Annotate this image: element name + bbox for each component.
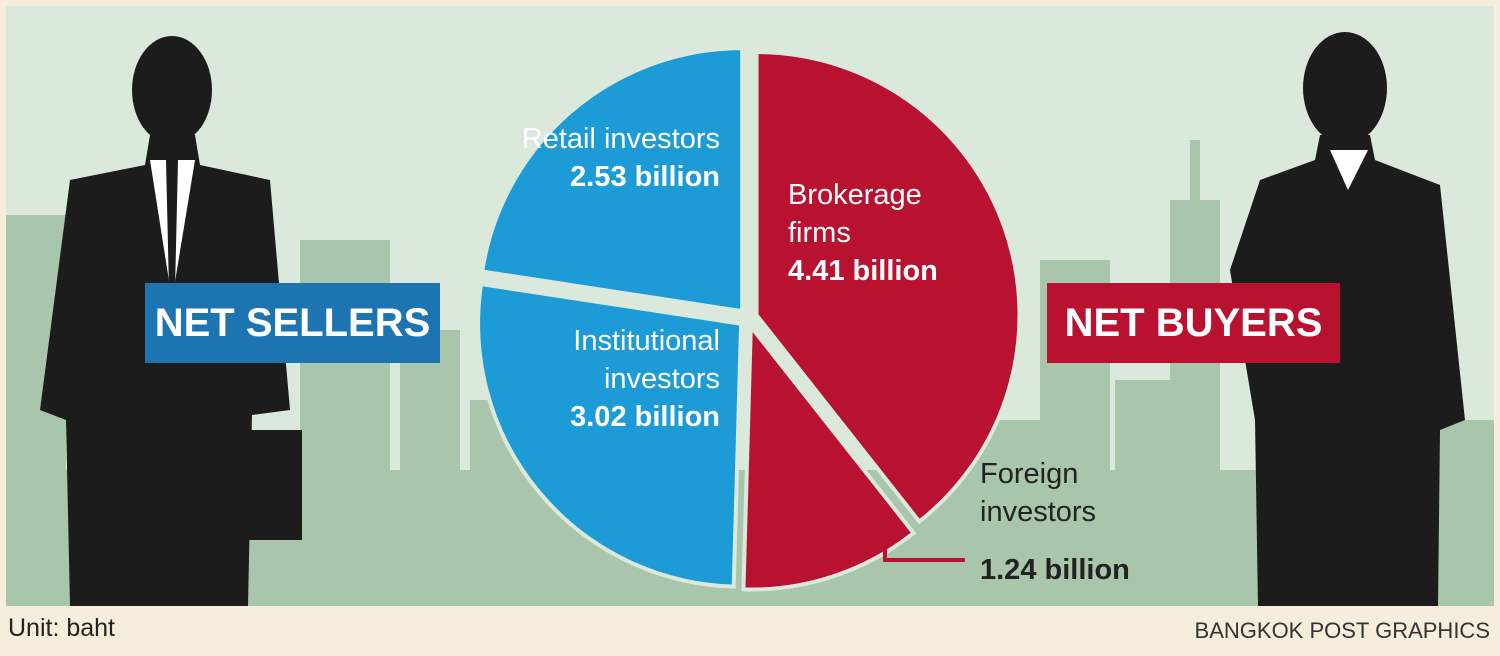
tie	[166, 160, 178, 290]
category-name: Institutional investors	[573, 325, 720, 395]
category-name: Retail investors	[521, 123, 720, 155]
slice-label: Retail investors 2.53 billion	[520, 120, 720, 196]
leader-line	[883, 538, 965, 562]
slice-label: Brokerage firms 4.41 billion	[788, 176, 988, 290]
category-name: Brokerage firms	[788, 179, 922, 249]
buyers-label: NET BUYERS	[1047, 283, 1340, 363]
sellers-label: NET SELLERS	[145, 283, 440, 363]
buyer-silhouette	[1230, 32, 1465, 606]
pie-slice	[741, 320, 917, 592]
slice-label: Foreign investors 1.24 billion	[980, 455, 1180, 589]
slice-label: Institutional investors 3.02 billion	[480, 322, 720, 436]
category-name: Foreign investors	[980, 458, 1097, 528]
pie-slice	[479, 46, 745, 314]
value-label: 3.02 billion	[570, 401, 720, 433]
value-label: 4.41 billion	[788, 255, 938, 287]
pie-slice	[476, 281, 744, 589]
credit: BANGKOK POST GRAPHICS	[1194, 618, 1490, 643]
value-label: 2.53 billion	[570, 161, 720, 193]
pie-slice	[754, 50, 1022, 525]
unit-note: Unit: baht	[8, 614, 116, 642]
shirt	[1330, 150, 1368, 190]
value-label: 1.24 billion	[980, 554, 1130, 586]
seller-silhouette	[40, 36, 302, 606]
